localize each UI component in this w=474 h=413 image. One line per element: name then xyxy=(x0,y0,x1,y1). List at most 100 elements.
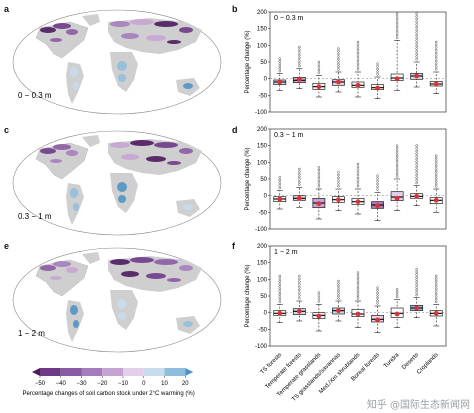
outlier-point xyxy=(435,154,438,157)
y-tick-label: 0 xyxy=(264,311,268,317)
outlier-point xyxy=(376,302,379,305)
map-change-patch xyxy=(117,182,127,192)
map-change-patch xyxy=(53,23,71,29)
outlier-point xyxy=(278,64,281,68)
map-change-patch xyxy=(66,29,78,35)
outlier-point xyxy=(278,59,281,63)
legend-swatch xyxy=(143,368,165,376)
outlier-point xyxy=(376,291,379,295)
outlier-point xyxy=(415,173,418,177)
outlier-point xyxy=(337,182,340,185)
outlier-point xyxy=(317,71,321,74)
outlier-point xyxy=(376,289,379,292)
legend-caption: Percentage changes of soil carbon stock … xyxy=(23,391,195,397)
y-axis-label: Percentage change (%) xyxy=(245,30,251,93)
outlier-point xyxy=(415,58,418,61)
outlier-point xyxy=(395,144,399,147)
mean-point xyxy=(394,195,400,201)
outlier-point xyxy=(278,287,281,291)
map-change-patch xyxy=(130,140,154,146)
outlier-point xyxy=(376,188,379,191)
map-change-patch xyxy=(121,271,139,277)
outlier-point xyxy=(356,274,360,277)
outlier-point xyxy=(415,176,418,179)
mean-point xyxy=(414,193,420,199)
legend-tick-label: 0 xyxy=(142,381,146,387)
legend-swatch xyxy=(60,368,82,376)
outlier-point xyxy=(415,33,418,37)
outlier-point xyxy=(356,43,360,46)
outlier-point xyxy=(317,174,321,177)
outlier-point xyxy=(415,28,418,31)
outlier-point xyxy=(278,186,281,190)
outlier-point xyxy=(298,45,301,49)
outlier-point xyxy=(415,39,418,42)
mean-point xyxy=(316,201,322,207)
legend-swatch xyxy=(81,368,103,376)
outlier-point xyxy=(395,288,399,291)
outlier-point xyxy=(356,54,360,57)
map-change-patch xyxy=(167,40,181,44)
outlier-point xyxy=(435,180,438,183)
outlier-point xyxy=(415,31,418,34)
map-change-patch xyxy=(130,257,154,263)
outlier-point xyxy=(395,157,399,160)
color-legend: −50 −40 −30 −20 −10 0 10 20 Percentage changes o… xyxy=(23,368,195,397)
map-change-patch xyxy=(121,33,139,39)
outlier-point xyxy=(356,276,360,280)
outlier-point xyxy=(317,300,321,303)
outlier-point xyxy=(356,171,360,174)
outlier-point xyxy=(298,294,301,297)
map-change-patch xyxy=(146,273,166,279)
outlier-point xyxy=(415,179,418,182)
y-axis-label: Percentage change (%) xyxy=(245,147,251,210)
map-change-patch xyxy=(167,278,181,282)
panel-depth-title: 1 − 2 m xyxy=(274,249,298,256)
outlier-point xyxy=(278,297,281,301)
outlier-point xyxy=(435,159,438,162)
mean-point xyxy=(296,76,302,82)
outlier-point xyxy=(356,65,360,68)
outlier-point xyxy=(356,182,360,185)
outlier-point xyxy=(278,295,281,298)
map-depth-label: 0.3 − 1 m xyxy=(18,212,52,221)
outlier-point xyxy=(435,182,438,186)
outlier-point xyxy=(278,279,281,283)
outlier-point xyxy=(278,282,281,285)
outlier-point xyxy=(435,162,438,165)
outlier-point xyxy=(356,173,360,177)
map-change-patch xyxy=(110,21,130,27)
outlier-point xyxy=(317,166,321,169)
outlier-point xyxy=(435,62,438,66)
mean-point xyxy=(296,308,302,314)
map-change-patch xyxy=(117,61,127,71)
outlier-point xyxy=(337,294,340,298)
outlier-point xyxy=(278,67,281,70)
outlier-point xyxy=(435,157,438,160)
outlier-point xyxy=(317,176,321,180)
outlier-point xyxy=(317,291,321,294)
outlier-point xyxy=(415,181,418,185)
outlier-point xyxy=(337,60,340,63)
outlier-point xyxy=(415,23,418,26)
outlier-point xyxy=(376,73,379,76)
continent-greenland xyxy=(82,135,100,147)
outlier-point xyxy=(376,65,379,68)
outlier-point xyxy=(337,292,340,295)
outlier-point xyxy=(376,70,379,73)
outlier-point xyxy=(435,68,438,71)
map-change-patch xyxy=(154,259,178,265)
outlier-point xyxy=(298,274,301,278)
outlier-point xyxy=(298,62,301,65)
legend-tick-label: 10 xyxy=(161,381,168,387)
outlier-point xyxy=(395,164,399,168)
outlier-point xyxy=(298,183,301,186)
outlier-point xyxy=(415,291,418,294)
outlier-point xyxy=(435,54,438,57)
panel-letter-f: f xyxy=(232,241,235,251)
map-change-patch xyxy=(183,321,193,327)
outlier-point xyxy=(298,285,301,289)
y-tick-label: 0 xyxy=(264,77,268,83)
world-map-art xyxy=(12,9,222,115)
outlier-point xyxy=(435,290,438,293)
